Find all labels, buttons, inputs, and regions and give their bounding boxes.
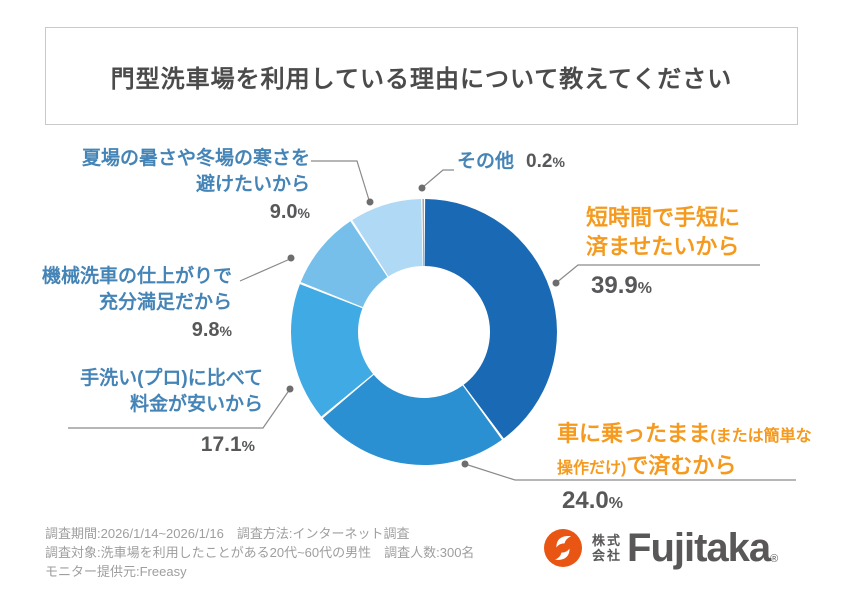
leader-line-short-time <box>555 264 760 284</box>
donut-segment-2 <box>290 284 374 417</box>
registered-mark: ® <box>770 553 779 565</box>
survey-monitor-source: モニター提供元:Freeasy <box>45 564 187 579</box>
leader-dots <box>286 184 560 468</box>
donut-segment-4 <box>352 199 423 277</box>
survey-target-count: 調査対象:洗車場を利用したことがある20代~60代の男性 調査人数:300名 <box>45 545 475 560</box>
label-summer-winter: 夏場の暑さや冬場の寒さを 避けたいから 9.0% <box>81 148 310 223</box>
leader-line-machine-finish <box>239 258 291 282</box>
page-title: 門型洗車場を利用している理由について教えてください <box>110 65 733 93</box>
leader-line-stay-in-car <box>464 463 796 481</box>
leader-line-cheaper <box>68 388 291 429</box>
value-other: 0.2% <box>526 151 565 172</box>
donut-segment-3 <box>300 221 388 308</box>
leader-dot-short-time <box>552 279 560 287</box>
leader-dot-machine-finish <box>287 254 295 262</box>
value-summer-winter: 9.0% <box>269 201 310 223</box>
value-cheaper: 17.1% <box>200 433 255 456</box>
label-cheaper: 手洗い(プロ)に比べて 料金が安いから <box>80 368 263 415</box>
leader-dot-cheaper <box>286 385 294 393</box>
donut-segments <box>290 199 557 465</box>
label-stay-in-car: 車に乗ったまま(または簡単な 操作だけ)で済むから <box>557 421 812 478</box>
donut-segment-5 <box>422 199 424 266</box>
label-short-time: 短時間で手短に 済ませたいから <box>586 205 741 259</box>
title-box: 門型洗車場を利用している理由について教えてください <box>45 27 798 125</box>
value-stay-in-car: 24.0% <box>562 487 623 514</box>
fujitaka-logo-icon <box>544 529 582 567</box>
company-name: Fujitaka <box>627 526 771 570</box>
leader-line-summer-winter <box>311 160 370 201</box>
leader-dot-stay-in-car <box>461 460 469 468</box>
leader-line-other <box>422 169 454 188</box>
leader-dot-other <box>418 184 426 192</box>
label-machine-finish: 機械洗車の仕上がりで 充分満足だから 9.8% <box>41 266 232 341</box>
company-logo: 株式 会社 Fujitaka ® <box>543 528 778 568</box>
value-machine-finish: 9.8% <box>191 319 232 341</box>
donut-segment-1 <box>322 374 502 465</box>
survey-period-method: 調査期間:2026/1/14~2026/1/16 調査方法:インターネット調査 <box>45 526 410 541</box>
label-other: その他 0.2% <box>457 151 565 172</box>
survey-notes: 調査期間:2026/1/14~2026/1/16 調査方法:インターネット調査 … <box>45 524 474 581</box>
leader-dot-summer-winter <box>366 198 374 206</box>
donut-segment-0 <box>424 199 557 439</box>
leader-lines <box>68 160 796 481</box>
company-prefix: 株式 会社 <box>592 533 623 563</box>
value-short-time: 39.9% <box>591 272 652 299</box>
